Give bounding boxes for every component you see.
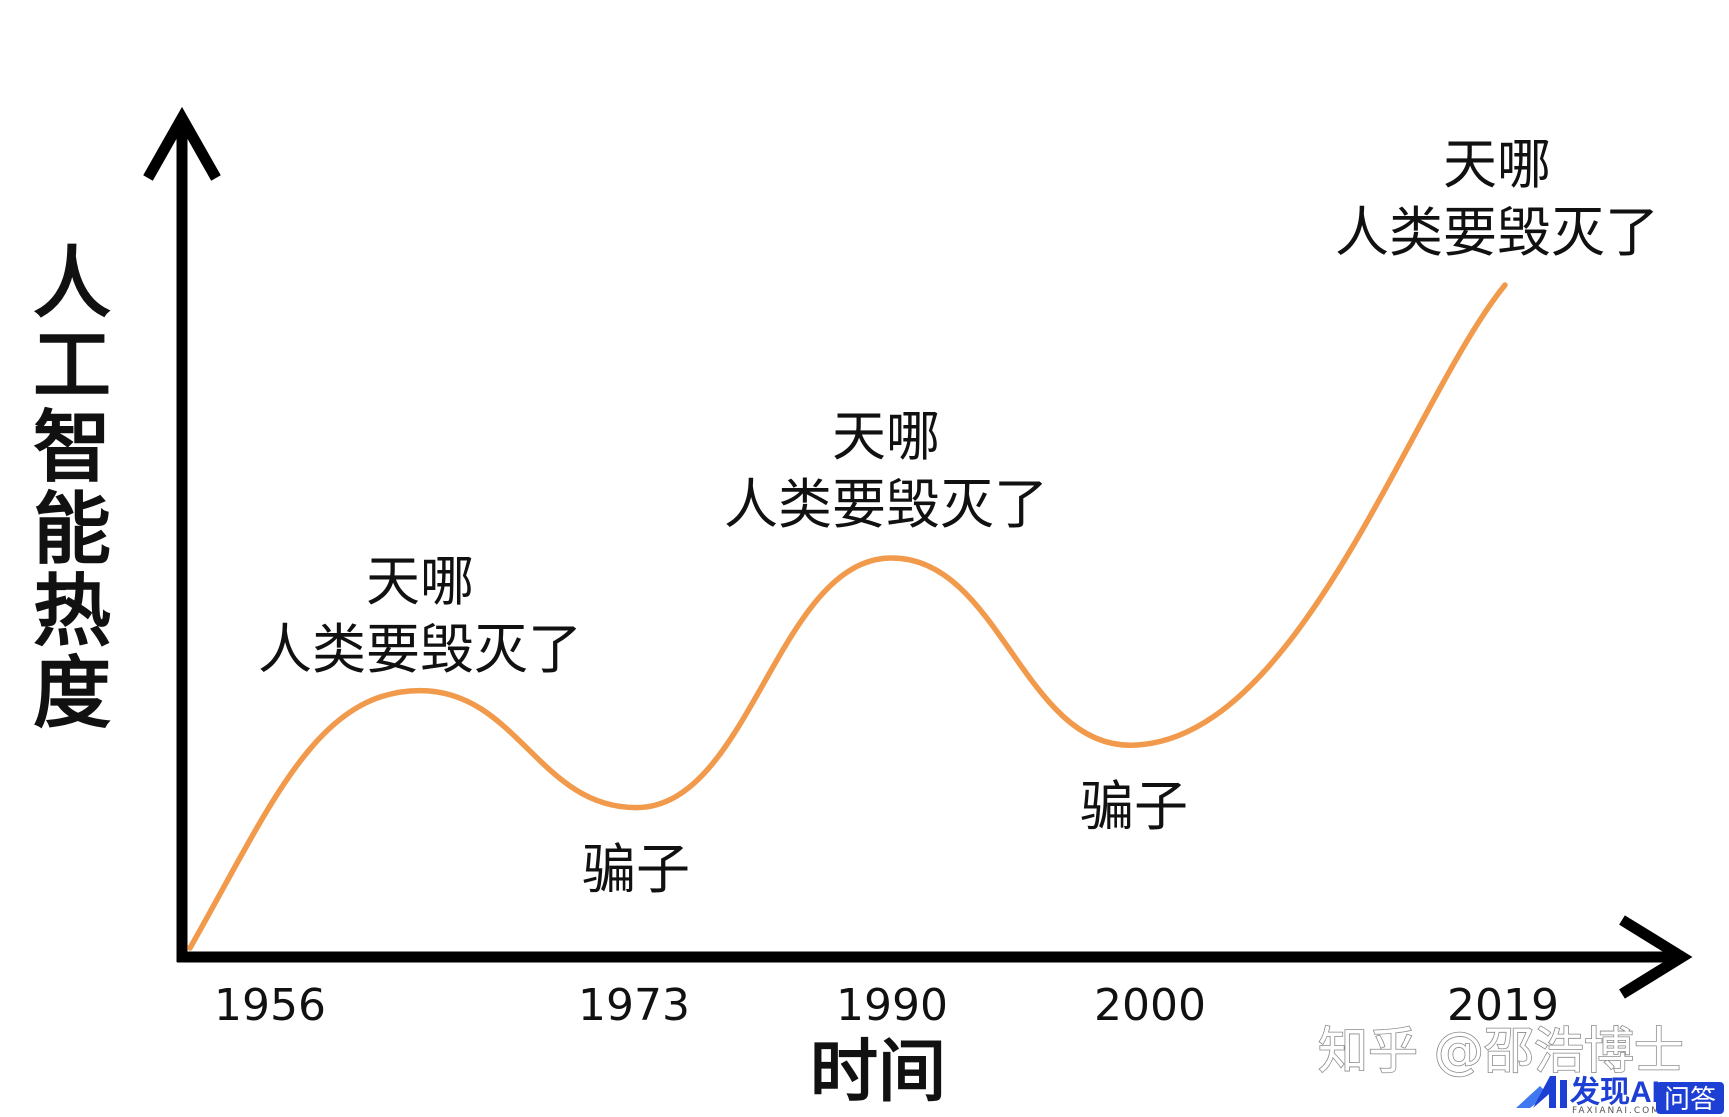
x-tick-label-1990: 1990 [836,980,948,1031]
x-axis-title: 时间 [810,1033,946,1112]
annotation-peak-3-line1: 天哪 [1443,133,1551,196]
y-axis-title-char: 度 [33,649,111,739]
annotation-trough-2: 骗子 [1080,775,1188,838]
y-axis-title-char: 热 [33,567,111,657]
faxianai-brand-sub: FAXIANAI.COM [1572,1106,1661,1116]
wenda-tag-bg [1656,1082,1724,1114]
annotation-peak-1-line1: 天哪 [366,550,474,613]
faxianai-brand: 发现AI [1569,1076,1660,1109]
x-tick-label-2019: 2019 [1447,980,1559,1031]
y-axis-arrowhead [143,106,221,181]
y-axis-title-char: 能 [33,485,111,575]
axes [143,106,1693,999]
x-tick-label-1956: 1956 [214,980,326,1031]
annotation-peak-1-line2: 人类要毁灭了 [258,618,582,681]
series-line [187,282,1508,951]
annotations: 天哪 人类要毁灭了 骗子 天哪 人类要毁灭了 骗子 天哪 人类要毁灭了 [258,133,1659,901]
y-axis-title-char: 工 [33,321,111,411]
zhihu-watermark: 知乎 @邵浩博士 [1318,1022,1684,1080]
y-axis-title: 人工智能热度 [33,239,111,739]
annotation-peak-2-line1: 天哪 [832,405,940,468]
annotation-peak-2-line2: 人类要毁灭了 [724,473,1048,536]
annotation-peak-3-line2: 人类要毁灭了 [1335,201,1659,264]
x-axis-arrowhead [1619,915,1693,999]
faxianai-logo-mark [1516,1076,1567,1108]
wenda-tag: 问答 [1664,1085,1716,1115]
x-tick-label-1973: 1973 [578,980,690,1031]
faxianai-badge: 发现AI FAXIANAI.COM 问答 [1516,1076,1724,1116]
y-axis-title-char: 智 [33,403,111,493]
y-axis-title-char: 人 [33,239,111,329]
x-tick-labels: 1956 1973 1990 2000 2019 [214,980,1559,1031]
annotation-trough-1: 骗子 [582,838,690,901]
x-tick-label-2000: 2000 [1094,980,1206,1031]
